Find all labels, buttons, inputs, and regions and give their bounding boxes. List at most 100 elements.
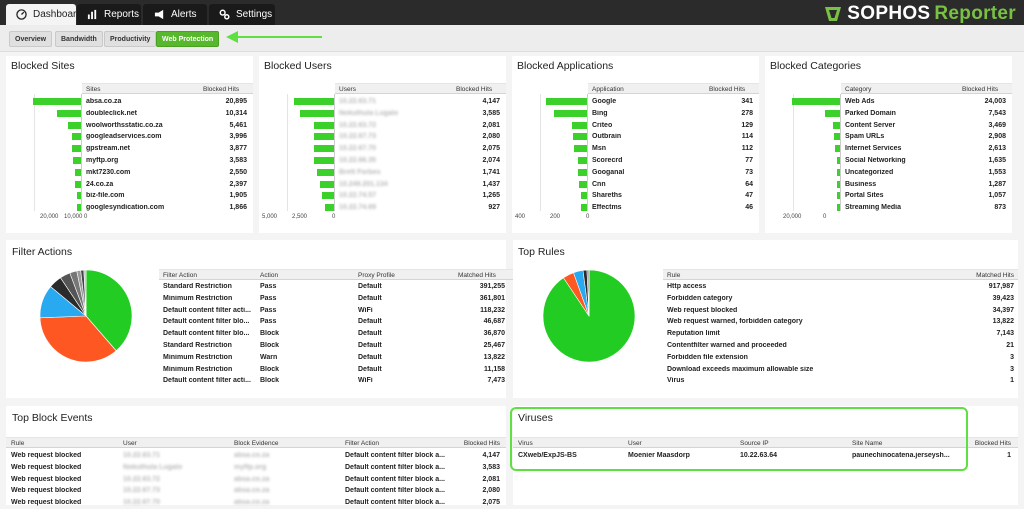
table-row[interactable]: 10.22.74.69 927 <box>335 202 506 214</box>
table-row[interactable]: Standard Restriction Block Default 25,46… <box>159 340 515 352</box>
subtab-web-protection[interactable]: Web Protection <box>156 31 219 47</box>
table-row[interactable]: Internet Services 2,613 <box>841 143 1012 155</box>
table-row[interactable]: Spam URLs 2,908 <box>841 131 1012 143</box>
table-row[interactable]: 10.249.201.134 1,437 <box>335 179 506 191</box>
chart-bar[interactable] <box>300 110 334 117</box>
table-row[interactable]: Forbidden file extension 3 <box>663 352 1018 364</box>
table-row[interactable]: doubleclick.net 10,314 <box>82 108 253 120</box>
chart-bar[interactable] <box>573 133 587 140</box>
chart-bar[interactable] <box>837 157 840 164</box>
chart-bar[interactable] <box>834 133 840 140</box>
chart-bar[interactable] <box>322 192 334 199</box>
chart-bar[interactable] <box>72 145 81 152</box>
chart-bar[interactable] <box>837 192 840 199</box>
chart-bar[interactable] <box>837 181 840 188</box>
table-row[interactable]: Google 341 <box>588 96 759 108</box>
table-row[interactable]: Web Ads 24,003 <box>841 96 1012 108</box>
table-row[interactable]: 10.22.63.71 4,147 <box>335 96 506 108</box>
table-row[interactable]: Web request blocked 10.22.63.72 absa.co.… <box>6 474 506 486</box>
table-row[interactable]: Forbidden category 39,423 <box>663 293 1018 305</box>
chart-bar[interactable] <box>554 110 587 117</box>
table-row[interactable]: biz-file.com 1,905 <box>82 190 253 202</box>
chart-bar[interactable] <box>320 181 334 188</box>
table-row[interactable]: gpstream.net 3,877 <box>82 143 253 155</box>
chart-bar[interactable] <box>546 98 587 105</box>
table-row[interactable]: Criteo 129 <box>588 120 759 132</box>
chart-bar[interactable] <box>579 181 587 188</box>
subtab-productivity[interactable]: Productivity <box>104 31 156 47</box>
subtab-overview[interactable]: Overview <box>9 31 52 47</box>
table-row[interactable]: Minimum Restriction Pass Default 361,801 <box>159 293 515 305</box>
table-row[interactable]: Nokuthula Lugalo 3,585 <box>335 108 506 120</box>
table-row[interactable]: Http access 917,987 <box>663 281 1018 293</box>
chart-bar[interactable] <box>77 204 81 211</box>
chart-bar[interactable] <box>317 169 334 176</box>
chart-bar[interactable] <box>574 145 587 152</box>
table-row[interactable]: Business 1,287 <box>841 179 1012 191</box>
table-row[interactable]: Shareths 47 <box>588 190 759 202</box>
table-row[interactable]: googleadservices.com 3,996 <box>82 131 253 143</box>
chart-bar[interactable] <box>833 122 840 129</box>
tab-alerts[interactable]: Alerts <box>143 4 207 25</box>
table-row[interactable]: Bing 278 <box>588 108 759 120</box>
chart-bar[interactable] <box>837 169 840 176</box>
chart-bar[interactable] <box>835 145 840 152</box>
table-row[interactable]: 10.22.74.57 1,265 <box>335 190 506 202</box>
table-row[interactable]: Minimum Restriction Warn Default 13,822 <box>159 352 515 364</box>
tab-settings[interactable]: Settings <box>209 4 275 25</box>
table-row[interactable]: Download exceeds maximum allowable size … <box>663 364 1018 376</box>
table-row[interactable]: Contentfilter warned and proceeded 21 <box>663 340 1018 352</box>
table-row[interactable]: Outbrain 114 <box>588 131 759 143</box>
chart-bar[interactable] <box>68 122 81 129</box>
chart-bar[interactable] <box>75 181 81 188</box>
table-row[interactable]: Web request blocked 10.22.67.70 absa.co.… <box>6 497 506 509</box>
table-row[interactable]: Reputation limit 7,143 <box>663 328 1018 340</box>
chart-bar[interactable] <box>581 192 587 199</box>
table-row[interactable]: Parked Domain 7,543 <box>841 108 1012 120</box>
table-row[interactable]: Effectms 46 <box>588 202 759 214</box>
table-row[interactable]: Default content filter blo... Block Defa… <box>159 328 515 340</box>
chart-bar[interactable] <box>75 169 81 176</box>
tab-reports[interactable]: Reports <box>77 4 141 25</box>
chart-bar[interactable] <box>325 204 334 211</box>
table-row[interactable]: Uncategorized 1,553 <box>841 167 1012 179</box>
chart-bar[interactable] <box>314 133 334 140</box>
table-row[interactable]: Msn 112 <box>588 143 759 155</box>
chart-bar[interactable] <box>578 169 587 176</box>
table-row[interactable]: 10.22.67.73 2,080 <box>335 131 506 143</box>
chart-bar[interactable] <box>578 157 587 164</box>
table-row[interactable]: Default content filter acti... Block WiF… <box>159 375 515 387</box>
table-row[interactable]: Web request blocked 10.22.63.71 absa.co.… <box>6 450 506 462</box>
chart-bar[interactable] <box>314 157 334 164</box>
table-row[interactable]: Default content filter acti... Pass WiFi… <box>159 305 515 317</box>
table-row[interactable]: Scorecrd 77 <box>588 155 759 167</box>
chart-bar[interactable] <box>837 204 840 211</box>
chart-bar[interactable] <box>77 192 81 199</box>
chart-bar[interactable] <box>72 133 81 140</box>
table-row[interactable]: Web request warned, forbidden category 1… <box>663 316 1018 328</box>
table-row[interactable]: 10.22.63.72 2,081 <box>335 120 506 132</box>
chart-bar[interactable] <box>314 122 334 129</box>
table-row[interactable]: Social Networking 1,635 <box>841 155 1012 167</box>
table-row[interactable]: Brett Forbes 1,741 <box>335 167 506 179</box>
table-row[interactable]: Default content filter blo... Pass Defau… <box>159 316 515 328</box>
chart-bar[interactable] <box>572 122 587 129</box>
table-row[interactable]: Web request blocked 34,397 <box>663 305 1018 317</box>
subtab-bandwidth[interactable]: Bandwidth <box>55 31 103 47</box>
table-row[interactable]: Web request blocked Nokuthula Lugalo myf… <box>6 462 506 474</box>
chart-bar[interactable] <box>792 98 840 105</box>
table-row[interactable]: myftp.org 3,583 <box>82 155 253 167</box>
table-row[interactable]: Web request blocked 10.22.67.73 absa.co.… <box>6 485 506 497</box>
chart-bar[interactable] <box>57 110 81 117</box>
table-row[interactable]: 10.22.66.35 2,074 <box>335 155 506 167</box>
table-row[interactable]: googlesyndication.com 1,866 <box>82 202 253 214</box>
table-row[interactable]: Portal Sites 1,057 <box>841 190 1012 202</box>
chart-bar[interactable] <box>294 98 334 105</box>
chart-bar[interactable] <box>314 145 334 152</box>
chart-bar[interactable] <box>33 98 81 105</box>
tab-dashboard[interactable]: Dashboard <box>6 4 76 25</box>
table-row[interactable]: Cnn 64 <box>588 179 759 191</box>
table-row[interactable]: Googanal 73 <box>588 167 759 179</box>
table-row[interactable]: mkt7230.com 2,550 <box>82 167 253 179</box>
table-row[interactable]: absa.co.za 20,895 <box>82 96 253 108</box>
